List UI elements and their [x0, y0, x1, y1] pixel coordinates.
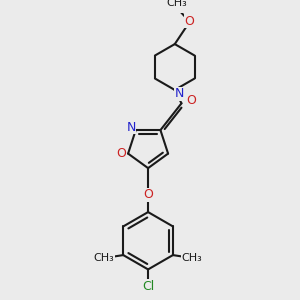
Text: O: O	[186, 94, 196, 107]
Text: CH₃: CH₃	[94, 253, 115, 263]
Text: N: N	[126, 121, 136, 134]
Text: Cl: Cl	[142, 280, 154, 293]
Text: O: O	[116, 147, 126, 160]
Text: O: O	[143, 188, 153, 201]
Text: CH₃: CH₃	[166, 0, 187, 8]
Text: O: O	[184, 15, 194, 28]
Text: CH₃: CH₃	[182, 253, 202, 263]
Text: N: N	[175, 87, 184, 100]
